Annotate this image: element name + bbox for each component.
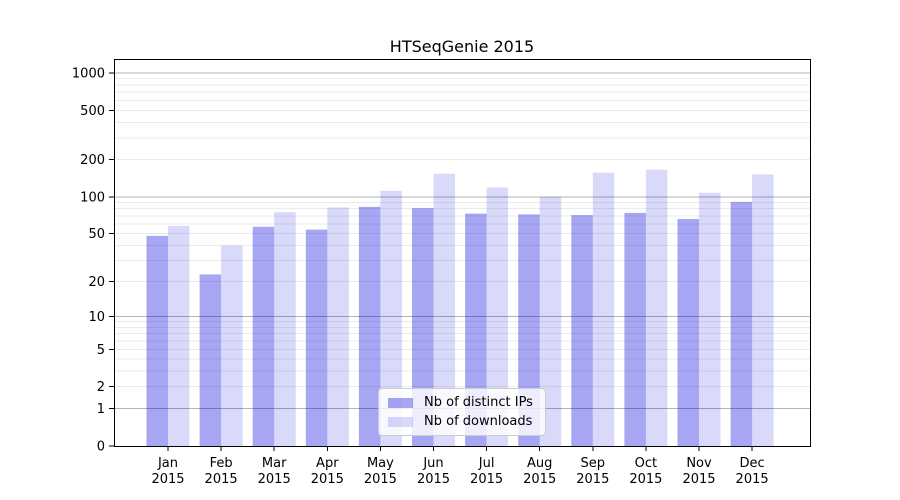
x-tick-label-feb: Feb 2015 bbox=[205, 456, 238, 487]
bars bbox=[146, 169, 774, 446]
y-tick-label-200: 200 bbox=[80, 153, 105, 168]
legend-label-downloads: Nb of downloads bbox=[424, 413, 533, 429]
bar-downloads-jan bbox=[168, 225, 190, 446]
x-tick-label-sep: Sep 2015 bbox=[576, 456, 609, 487]
y-tick-label-20: 20 bbox=[88, 275, 105, 290]
bar-downloads-jul bbox=[486, 187, 509, 446]
bar-distinct-ips-apr bbox=[305, 229, 328, 446]
x-axis-labels: Jan 2015 Feb 2015 Mar 2015 Apr 2015 May 2015 Jun 20… bbox=[151, 456, 768, 487]
y-axis-labels: 0 1 2 5 10 20 50 100 200 500 1000 bbox=[72, 67, 105, 455]
bar-downloads-dec bbox=[752, 174, 774, 446]
bar-distinct-ips-may bbox=[358, 206, 381, 446]
legend-item-distinct-ips: Nb of distinct IPs bbox=[388, 395, 545, 411]
y-tick-label-1: 1 bbox=[97, 402, 105, 417]
bar-downloads-may bbox=[380, 190, 402, 446]
y-tick-label-10: 10 bbox=[88, 310, 105, 325]
legend-item-downloads: Nb of downloads bbox=[388, 414, 545, 430]
axis-ticks bbox=[109, 72, 753, 451]
legend: Nb of distinct IPs Nb of downloads bbox=[378, 388, 546, 436]
x-tick-label-jun: Jun 2015 bbox=[417, 456, 450, 487]
x-tick-label-may: May 2015 bbox=[364, 456, 397, 487]
y-tick-label-500: 500 bbox=[80, 104, 105, 119]
bar-downloads-apr bbox=[327, 207, 349, 446]
y-tick-label-0: 0 bbox=[97, 440, 105, 455]
bar-distinct-ips-mar bbox=[252, 226, 275, 446]
x-tick-label-apr: Apr 2015 bbox=[311, 456, 344, 487]
x-tick-label-mar: Mar 2015 bbox=[258, 456, 291, 487]
x-tick-label-jul: Jul 2015 bbox=[470, 456, 503, 487]
legend-swatch-distinct-ips bbox=[388, 397, 413, 408]
bar-distinct-ips-nov bbox=[677, 219, 699, 446]
legend-swatch-downloads bbox=[388, 416, 413, 427]
y-tick-label-2: 2 bbox=[97, 380, 105, 395]
x-tick-label-dec: Dec 2015 bbox=[736, 456, 769, 487]
plot-border bbox=[114, 59, 811, 447]
y-tick-label-5: 5 bbox=[97, 343, 105, 358]
bar-distinct-ips-jan bbox=[146, 235, 168, 446]
bar-distinct-ips-oct bbox=[624, 212, 646, 446]
bar-downloads-feb bbox=[221, 245, 243, 446]
bar-distinct-ips-feb bbox=[199, 274, 222, 446]
x-tick-label-nov: Nov 2015 bbox=[682, 456, 715, 487]
bar-distinct-ips-sep bbox=[571, 215, 593, 446]
bar-distinct-ips-dec bbox=[730, 201, 753, 446]
x-tick-label-oct: Oct 2015 bbox=[629, 456, 662, 487]
bar-downloads-mar bbox=[274, 212, 296, 446]
legend-label-distinct-ips: Nb of distinct IPs bbox=[424, 394, 533, 410]
bar-distinct-ips-jun bbox=[412, 208, 434, 446]
bar-downloads-sep bbox=[592, 172, 615, 446]
x-tick-label-aug: Aug 2015 bbox=[523, 456, 556, 487]
gridlines-minor bbox=[114, 78, 810, 388]
y-tick-label-100: 100 bbox=[80, 190, 105, 205]
x-tick-label-jan: Jan 2015 bbox=[151, 456, 184, 487]
bar-downloads-jun bbox=[433, 173, 455, 446]
bar-downloads-aug bbox=[539, 196, 562, 446]
y-tick-label-1000: 1000 bbox=[72, 67, 105, 82]
chart-title: HTSeqGenie 2015 bbox=[390, 37, 534, 56]
bar-downloads-oct bbox=[645, 169, 668, 446]
bar-downloads-nov bbox=[699, 192, 721, 446]
bar-distinct-ips-jul bbox=[465, 213, 487, 446]
y-tick-label-50: 50 bbox=[88, 227, 105, 242]
